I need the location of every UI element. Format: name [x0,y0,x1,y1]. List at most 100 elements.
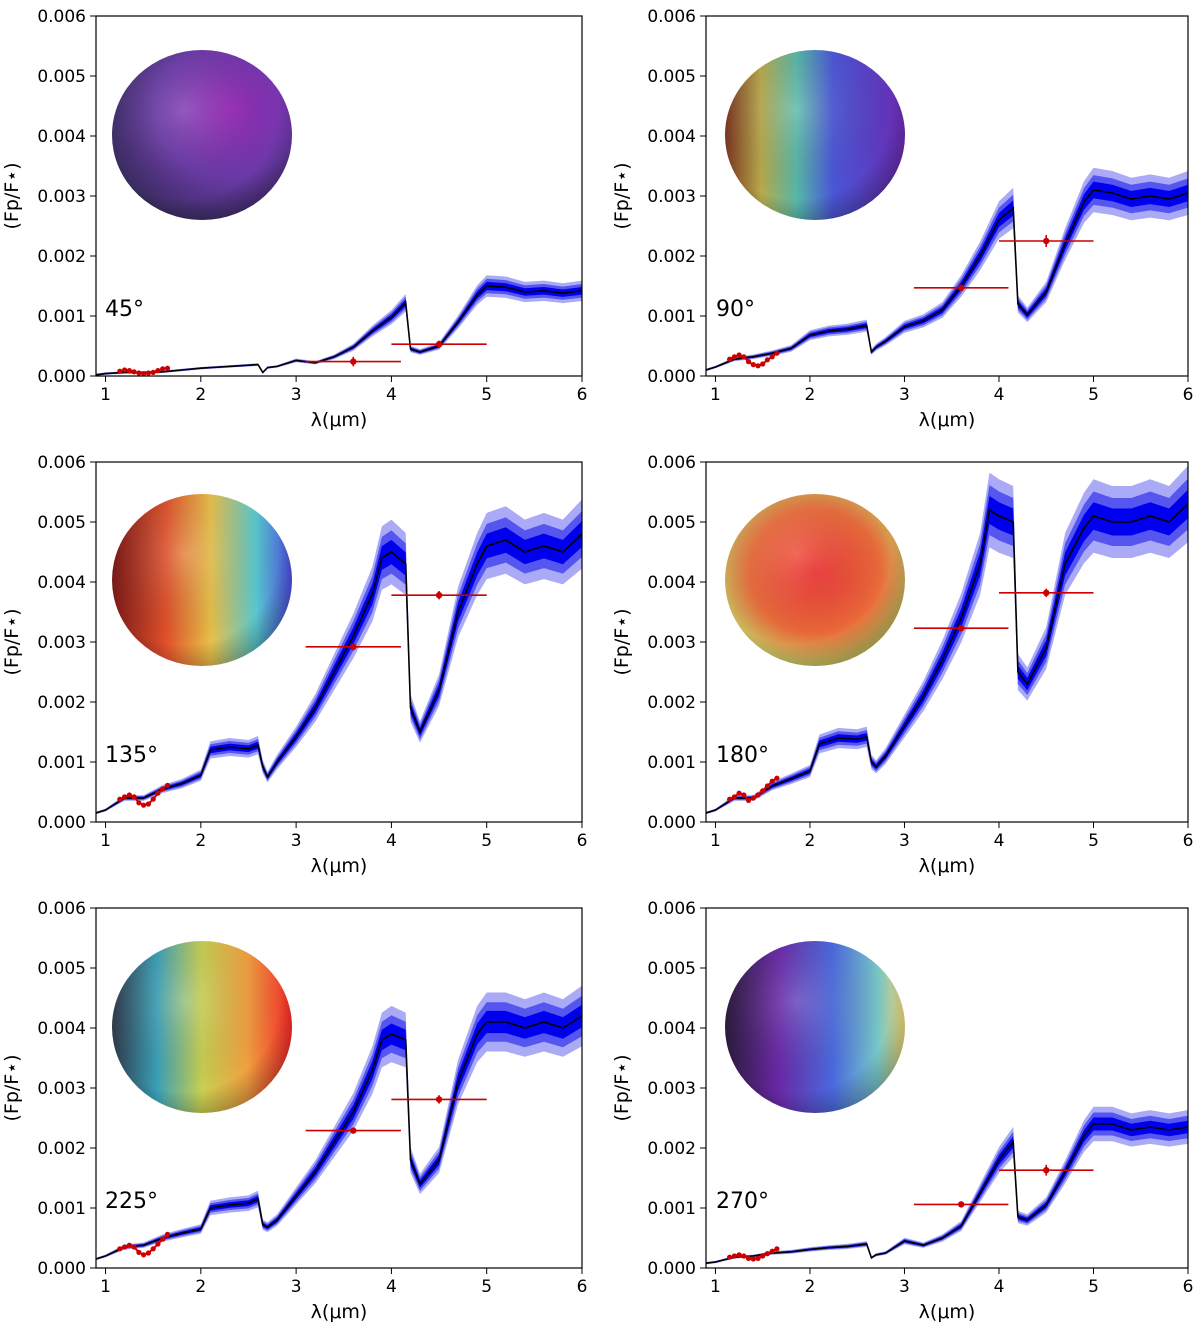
hst-data-point [760,1253,766,1259]
x-tick-label: 6 [1183,831,1194,851]
y-tick-label: 0.001 [37,753,86,773]
hst-data-point [731,794,738,800]
hst-data-point [755,792,761,798]
model-spectrum-line [96,285,582,376]
phase-angle-label: 45° [105,297,144,322]
uncertainty-band-1sigma [96,1004,582,1260]
hst-data-point [164,365,171,371]
hst-data-point [126,792,132,798]
spitzer-point-2 [998,588,1094,597]
plot-area [706,1106,1188,1265]
hst-data-point [160,1236,166,1242]
x-tick-label: 6 [577,1277,588,1297]
hst-data-point [750,1256,756,1262]
y-tick-label: 0.003 [37,1079,86,1099]
planet-map-shading [112,941,292,1113]
uncertainty-band-3sigma [96,985,582,1261]
y-axis-label: (Fp/F⋆) [611,162,633,229]
hst-data-point [731,1253,738,1259]
hst-data-point [741,792,747,798]
plot-area [96,275,582,376]
x-axis-label: λ(μm) [311,409,368,431]
hst-data-point [136,800,142,806]
planet-map-shading [725,50,905,220]
uncertainty-band-1sigma [96,521,582,814]
x-tick-label: 2 [805,1277,816,1297]
hst-data-point [769,354,775,360]
hst-data-point [731,354,738,360]
y-tick-label: 0.004 [37,573,86,593]
y-tick-label: 0.004 [37,127,86,147]
hst-data-point [160,786,166,792]
y-tick-label: 0.005 [647,959,696,979]
hst-data-point [131,369,137,375]
planet-map-shading [112,494,292,666]
y-axis-label: (Fp/F⋆) [1,162,23,229]
hst-data-point [736,790,742,796]
hst-data-point [745,1255,752,1261]
x-tick-label: 3 [899,385,910,405]
y-tick-label: 0.004 [37,1019,86,1039]
chart-panel-5: 1 2 3 4 5 6 0.000 0.001 0.002 0.003 0.004 0.005 0.00… [1,899,587,1323]
spitzer-marker [435,1096,443,1103]
uncertainty-band-1sigma [706,181,1188,371]
x-axis-label: λ(μm) [919,409,976,431]
hst-data-point [150,369,156,375]
y-tick-label: 0.001 [647,307,696,327]
spitzer-marker [435,592,443,599]
model-spectrum-line [706,503,1188,814]
hst-data-point [741,1253,747,1259]
hst-data-point [136,1249,142,1255]
x-tick-label: 5 [481,385,492,405]
x-tick-label: 3 [899,1277,910,1297]
x-tick-label: 1 [100,385,111,405]
hst-data-point [764,1251,771,1257]
planet-map-shading [725,494,905,666]
hst-data-point [141,1252,147,1258]
y-tick-label: 0.000 [37,1259,86,1279]
y-tick-label: 0.002 [37,1139,86,1159]
x-tick-label: 1 [710,831,721,851]
x-tick-label: 5 [1088,385,1099,405]
hst-data-point [755,1255,761,1261]
phase-angle-label: 90° [716,297,755,322]
hst-data-point [745,797,752,804]
hst-data-point [769,1248,775,1254]
spitzer-point-1 [305,1127,401,1134]
x-tick-label: 6 [577,385,588,405]
y-tick-label: 0.006 [647,899,696,919]
hst-data-point [122,1244,128,1250]
hst-data-point [131,794,137,800]
hst-data-point [727,1254,733,1260]
hst-data-point [774,775,780,781]
spitzer-point-2 [998,235,1094,247]
spitzer-point-2 [998,1164,1094,1176]
x-tick-label: 3 [291,385,302,405]
model-spectrum-line [706,1123,1188,1264]
hst-data-point [750,795,756,801]
y-tick-label: 0.001 [647,753,696,773]
hst-data-point [160,366,166,372]
hst-data-point [774,1246,780,1252]
y-tick-label: 0.004 [647,127,696,147]
x-tick-label: 3 [291,1277,302,1297]
x-tick-label: 1 [710,1277,721,1297]
hst-data-point [122,794,128,800]
y-axis-label: (Fp/F⋆) [1,1054,23,1121]
planet-map-shading [725,941,905,1113]
phase-angle-label: 225° [105,1189,158,1214]
hst-data-point [131,1244,137,1250]
hst-data-point [126,1242,132,1248]
y-tick-label: 0.003 [647,1079,696,1099]
y-tick-label: 0.000 [647,367,696,387]
y-tick-label: 0.000 [37,813,86,833]
model-spectrum-line [96,1015,582,1260]
phase-angle-label: 270° [716,1189,769,1214]
spitzer-point-2 [391,340,487,348]
y-tick-label: 0.002 [647,693,696,713]
spitzer-marker [435,341,443,348]
hst-data-point [155,1241,161,1247]
hst-data-point [745,359,752,365]
spitzer-marker [957,284,965,291]
hst-data-point [136,370,142,376]
